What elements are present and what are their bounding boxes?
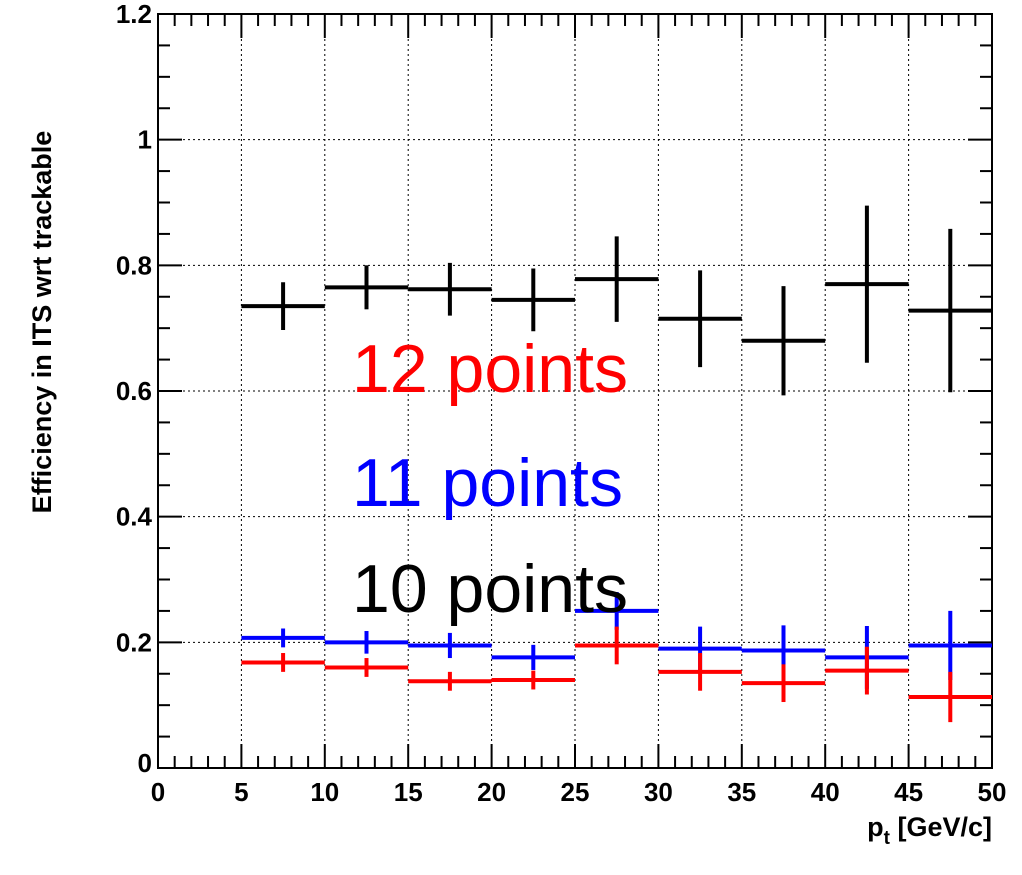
x-tick-label: 25: [561, 777, 590, 807]
y-tick-label: 1: [138, 125, 152, 155]
x-axis-title-subscript: t: [884, 828, 891, 849]
y-tick-label: 0: [138, 748, 152, 778]
annotation-10-points: 10 points: [352, 551, 628, 627]
x-tick-label: 40: [811, 777, 840, 807]
y-axis-title: Efficiency in ITS wrt trackable: [27, 131, 57, 514]
x-tick-label: 35: [727, 777, 756, 807]
x-axis-title-main: p: [867, 812, 884, 842]
y-tick-label: 0.4: [116, 502, 153, 532]
series-12-points: [241, 626, 992, 723]
y-tick-label: 0.6: [116, 376, 152, 406]
y-tick-label: 0.2: [116, 627, 152, 657]
x-tick-label: 45: [894, 777, 923, 807]
y-tick-label: 1.2: [116, 0, 152, 29]
x-tick-label: 50: [978, 777, 1007, 807]
series-layer: [241, 205, 992, 723]
x-axis-title: pt [GeV/c]: [867, 812, 992, 849]
x-tick-label: 5: [234, 777, 248, 807]
x-tick-label: 10: [310, 777, 339, 807]
tick-label-layer: 0 5 10 15 20 25 30 35 40 45 50 0 0.2 0.4 0.6 0.8 1 1.2: [116, 0, 1007, 807]
y-tick-label: 0.8: [116, 250, 152, 280]
grid-layer: [158, 14, 992, 768]
x-tick-label: 15: [394, 777, 423, 807]
x-tick-label: 30: [644, 777, 673, 807]
annotation-11-points: 11 points: [352, 445, 623, 521]
annotation-12-points: 12 points: [352, 331, 628, 407]
tick-layer: [157, 13, 993, 769]
x-tick-label: 0: [151, 777, 165, 807]
series-10-points: [241, 205, 992, 396]
x-tick-label: 20: [477, 777, 506, 807]
x-axis-title-rest: [GeV/c]: [890, 812, 992, 842]
